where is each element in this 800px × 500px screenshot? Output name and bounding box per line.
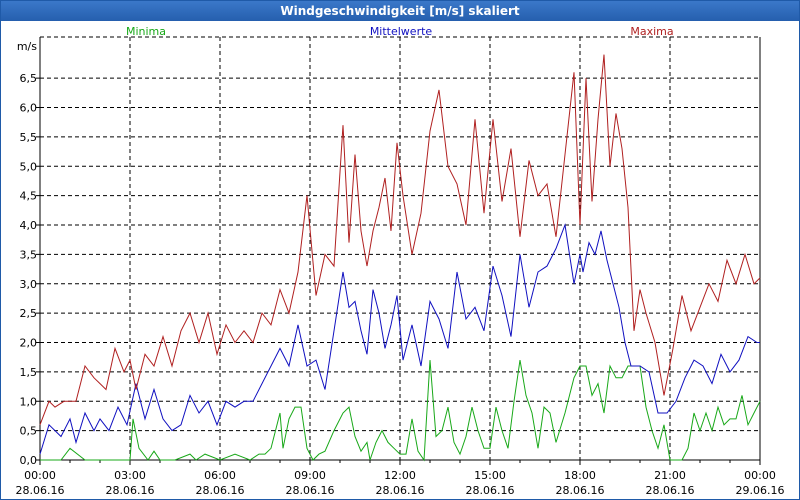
x-tick-time: 12:00 <box>384 469 416 482</box>
x-tick-date: 28.06.16 <box>16 484 65 497</box>
y-tick-label: 4,5 <box>20 190 38 203</box>
x-tick-time: 21:00 <box>654 469 686 482</box>
x-tick-date: 29.06.16 <box>736 484 785 497</box>
x-tick-date: 28.06.16 <box>286 484 335 497</box>
legend-minima: Minima <box>126 25 166 38</box>
x-tick-date: 28.06.16 <box>466 484 515 497</box>
x-tick-time: 00:00 <box>24 469 56 482</box>
x-tick-time: 15:00 <box>474 469 506 482</box>
x-tick-date: 28.06.16 <box>196 484 245 497</box>
chart-title: Windgeschwindigkeit [m/s] skaliert <box>1 1 799 21</box>
y-tick-label: 3,0 <box>20 278 38 291</box>
y-tick-label: 6,5 <box>20 72 38 85</box>
x-tick-time: 03:00 <box>114 469 146 482</box>
x-tick-date: 28.06.16 <box>106 484 155 497</box>
y-tick-label: 2,5 <box>20 307 38 320</box>
y-tick-label: 6,0 <box>20 102 38 115</box>
x-tick-date: 28.06.16 <box>376 484 425 497</box>
x-tick-date: 28.06.16 <box>646 484 695 497</box>
series-lines <box>39 54 761 462</box>
x-tick-time: 06:00 <box>204 469 236 482</box>
x-tick-date: 28.06.16 <box>556 484 605 497</box>
series-line-minima <box>40 360 761 462</box>
y-axis-label: m/s <box>17 40 37 53</box>
y-tick-label: 5,0 <box>20 160 38 173</box>
y-tick-label: 3,5 <box>20 248 38 261</box>
y-tick-label: 5,5 <box>20 131 38 144</box>
series-line-mittelwerte <box>39 223 760 455</box>
y-tick-label: 0,0 <box>20 454 38 467</box>
y-tick-label: 1,5 <box>20 366 38 379</box>
legend-maxima: Maxima <box>630 25 673 38</box>
x-tick-time: 00:00 <box>744 469 776 482</box>
y-tick-label: 2,0 <box>20 337 38 350</box>
legend-mittelwerte: Mittelwerte <box>370 25 433 38</box>
axis-labels: 0,0 0,5 1,0 1,5 2,0 2,5 3,0 3,5 4,0 4,5 5,0 5,5 6,0 6… <box>16 25 785 497</box>
y-tick-label: 1,0 <box>20 395 38 408</box>
x-tick-time: 18:00 <box>564 469 596 482</box>
y-tick-label: 4,0 <box>20 219 38 232</box>
grid-lines <box>40 36 760 460</box>
y-tick-label: 0,5 <box>20 425 38 438</box>
series-line-maxima <box>39 54 761 425</box>
x-tick-time: 09:00 <box>294 469 326 482</box>
